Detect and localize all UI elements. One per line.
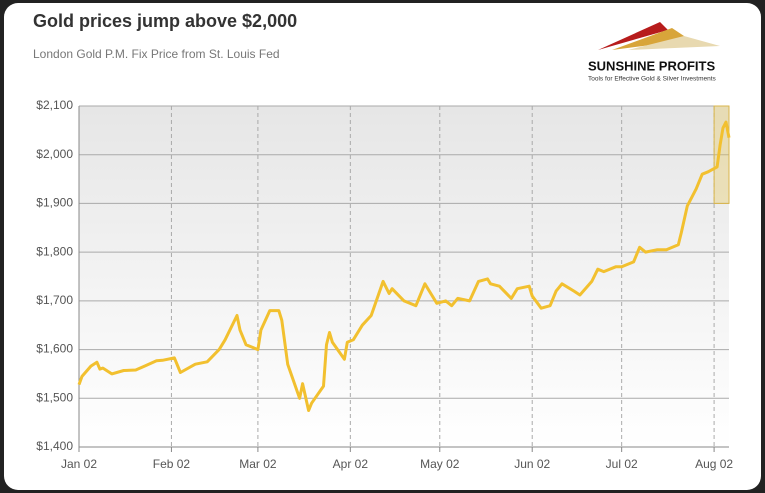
y-tick-label: $2,100	[36, 98, 73, 112]
highlight-box	[713, 105, 730, 204]
plot-background	[79, 106, 729, 447]
chart-title: Gold prices jump above $2,000	[33, 11, 297, 31]
y-tick-label: $1,400	[36, 439, 73, 453]
x-tick-label: Jun 02	[514, 457, 550, 471]
x-tick-label: May 02	[420, 457, 460, 471]
chart-subtitle: London Gold P.M. Fix Price from St. Loui…	[33, 47, 280, 61]
x-tick-label: Feb 02	[153, 457, 191, 471]
y-tick-label: $1,900	[36, 196, 73, 210]
x-tick-label: Apr 02	[333, 457, 369, 471]
y-tick-label: $2,000	[36, 147, 73, 161]
x-tick-label: Aug 02	[695, 457, 733, 471]
logo-swoosh	[612, 28, 690, 50]
x-tick-label: Jul 02	[606, 457, 638, 471]
y-tick-label: $1,800	[36, 244, 73, 258]
logo: SUNSHINE PROFITS Tools for Effective Gol…	[588, 22, 720, 83]
y-tick-label: $1,500	[36, 390, 73, 404]
logo-tagline: Tools for Effective Gold & Silver Invest…	[588, 76, 717, 83]
x-tick-label: Mar 02	[239, 457, 277, 471]
y-tick-label: $1,700	[36, 293, 73, 307]
logo-swoosh	[598, 22, 668, 50]
y-tick-label: $1,600	[36, 342, 73, 356]
logo-name: SUNSHINE PROFITS	[588, 58, 715, 73]
price-line	[77, 120, 731, 412]
logo-swoosh	[628, 36, 720, 50]
x-tick-label: Jan 02	[61, 457, 97, 471]
